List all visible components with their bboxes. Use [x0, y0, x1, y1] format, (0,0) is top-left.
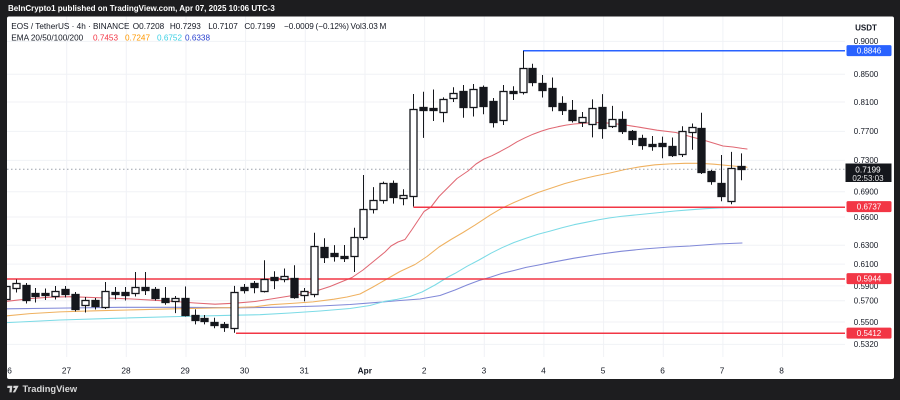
- svg-text:0.5944: 0.5944: [857, 274, 882, 283]
- svg-text:02:53:03: 02:53:03: [852, 174, 884, 183]
- svg-text:0.6900: 0.6900: [854, 188, 879, 197]
- svg-text:0.8846: 0.8846: [857, 46, 882, 55]
- svg-text:6: 6: [7, 366, 12, 376]
- svg-text:0.8500: 0.8500: [854, 70, 879, 79]
- svg-text:30: 30: [240, 366, 250, 376]
- svg-text:0.5700: 0.5700: [854, 297, 879, 306]
- svg-text:Apr: Apr: [358, 366, 373, 376]
- svg-text:31: 31: [300, 366, 310, 376]
- svg-text:29: 29: [180, 366, 190, 376]
- svg-text:2: 2: [422, 366, 427, 376]
- svg-text:0.8100: 0.8100: [854, 98, 879, 107]
- svg-text:27: 27: [62, 366, 72, 376]
- svg-text:0.6100: 0.6100: [854, 260, 879, 269]
- svg-text:0.5320: 0.5320: [854, 340, 879, 349]
- svg-text:6: 6: [660, 366, 665, 376]
- svg-text:28: 28: [121, 366, 131, 376]
- svg-text:5: 5: [601, 366, 606, 376]
- svg-text:0.7700: 0.7700: [854, 127, 879, 136]
- svg-text:TradingView: TradingView: [23, 384, 78, 394]
- svg-text:3: 3: [482, 366, 487, 376]
- svg-text:0.5900: 0.5900: [854, 282, 879, 291]
- svg-text:0.9000: 0.9000: [854, 37, 879, 46]
- svg-text:0.6300: 0.6300: [854, 241, 879, 250]
- svg-text:7: 7: [720, 366, 725, 376]
- svg-text:4: 4: [541, 366, 546, 376]
- svg-text:8: 8: [779, 366, 784, 376]
- svg-text:BeInCrypto1 published on Tradi: BeInCrypto1 published on TradingView.com…: [8, 4, 275, 13]
- svg-text:USDT: USDT: [855, 24, 877, 33]
- svg-text:0.7300: 0.7300: [854, 156, 879, 165]
- svg-text:0.6737: 0.6737: [857, 202, 882, 211]
- svg-text:0.5500: 0.5500: [854, 318, 879, 327]
- svg-text:0.6600: 0.6600: [854, 213, 879, 222]
- svg-text:0.7199: 0.7199: [855, 165, 881, 175]
- svg-text:0.5412: 0.5412: [857, 329, 882, 338]
